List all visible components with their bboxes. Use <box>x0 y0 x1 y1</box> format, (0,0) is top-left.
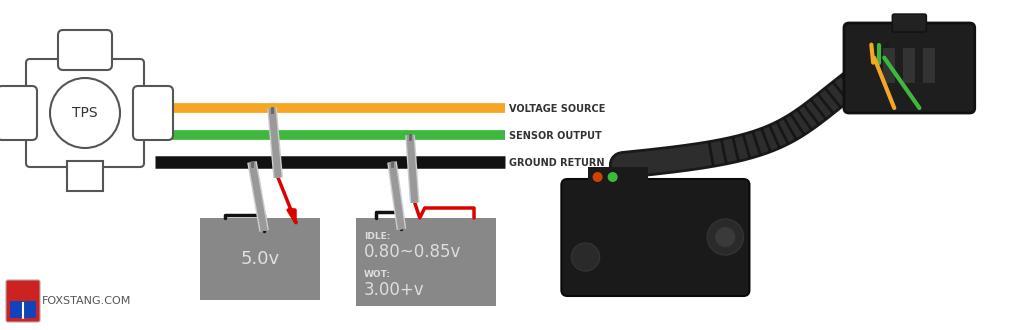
Bar <box>903 48 915 83</box>
FancyBboxPatch shape <box>6 280 40 322</box>
FancyBboxPatch shape <box>561 179 750 296</box>
Circle shape <box>593 172 602 182</box>
Bar <box>924 48 936 83</box>
Bar <box>588 167 648 189</box>
Text: 5.0v: 5.0v <box>241 250 280 268</box>
Text: TPS: TPS <box>72 106 98 120</box>
FancyBboxPatch shape <box>844 23 975 113</box>
Circle shape <box>607 172 617 182</box>
Text: IDLE:: IDLE: <box>364 232 390 241</box>
Bar <box>10 301 36 318</box>
Text: 0.80~0.85v: 0.80~0.85v <box>364 243 462 261</box>
Text: WOT:: WOT: <box>364 270 391 279</box>
Circle shape <box>715 227 735 247</box>
Text: 3.00+v: 3.00+v <box>364 281 425 299</box>
Text: GROUND RETURN: GROUND RETURN <box>509 158 604 168</box>
FancyBboxPatch shape <box>26 59 144 167</box>
FancyBboxPatch shape <box>58 30 112 70</box>
Text: FOXSTANG.COM: FOXSTANG.COM <box>42 296 131 306</box>
FancyBboxPatch shape <box>133 86 173 140</box>
Circle shape <box>50 78 120 148</box>
Circle shape <box>571 243 600 271</box>
Bar <box>67 161 103 191</box>
Text: VOLTAGE SOURCE: VOLTAGE SOURCE <box>509 104 605 114</box>
Bar <box>200 218 319 300</box>
Bar <box>883 48 895 83</box>
Text: SENSOR OUTPUT: SENSOR OUTPUT <box>509 131 602 141</box>
Bar <box>356 218 496 306</box>
Circle shape <box>708 219 743 255</box>
FancyBboxPatch shape <box>892 14 927 32</box>
FancyBboxPatch shape <box>0 86 37 140</box>
